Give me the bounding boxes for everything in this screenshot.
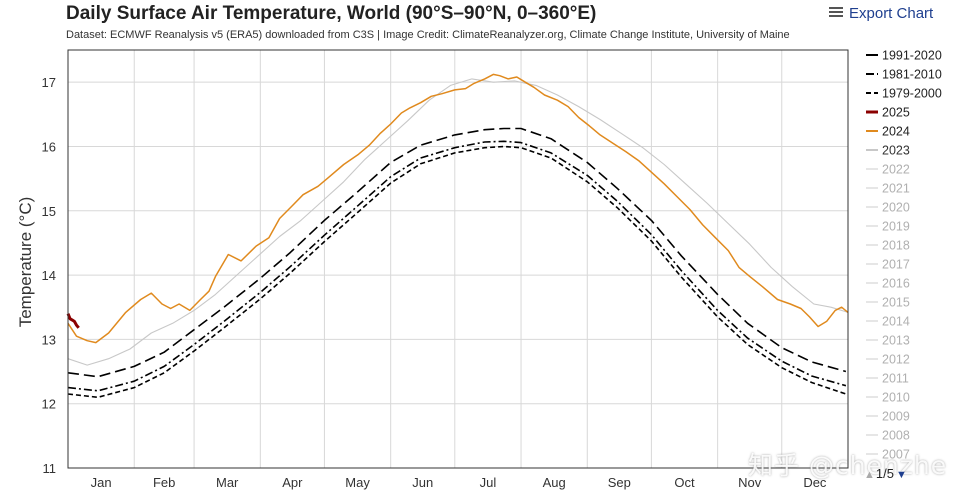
chart-title: Daily Surface Air Temperature, World (90… <box>66 3 597 24</box>
legend-label: 2018 <box>882 239 910 253</box>
legend-item-2009[interactable]: 2009 <box>866 410 910 424</box>
legend-label: 2014 <box>882 315 910 329</box>
legend-label: 2025 <box>882 106 910 120</box>
export-chart-button[interactable]: Export Chart <box>829 5 933 22</box>
legend-label: 2020 <box>882 201 910 215</box>
chart-subtitle: Dataset: ECMWF Reanalysis v5 (ERA5) down… <box>66 29 790 41</box>
x-tick-label: May <box>345 475 370 490</box>
legend-label: 2010 <box>882 391 910 405</box>
x-tick-label: Jul <box>480 475 497 490</box>
x-tick-label: Jan <box>91 475 112 490</box>
legend-item-1981-2010[interactable]: 1981-2010 <box>866 68 942 82</box>
x-tick-label: Mar <box>216 475 239 490</box>
x-tick-label: Aug <box>543 475 566 490</box>
series-line-1979-2000 <box>67 145 847 399</box>
legend-item-2024[interactable]: 2024 <box>866 125 910 139</box>
legend-item-2018[interactable]: 2018 <box>866 239 910 253</box>
plot-frame <box>67 49 849 469</box>
y-tick-label: 13 <box>42 332 56 347</box>
legend-item-2023[interactable]: 2023 <box>866 144 910 158</box>
series-line-2024 <box>67 73 849 344</box>
y-tick-label: 16 <box>42 139 56 154</box>
legend-label: 2008 <box>882 429 910 443</box>
series-line-2023 <box>67 78 849 366</box>
legend-label: 2016 <box>882 277 910 291</box>
legend-item-2019[interactable]: 2019 <box>866 220 910 234</box>
pager-text: 1/5 <box>875 466 894 481</box>
y-tick-label: 17 <box>42 75 56 90</box>
x-tick-label: Oct <box>674 475 695 490</box>
legend-label: 2015 <box>882 296 910 310</box>
legend-label: 2017 <box>882 258 910 272</box>
x-tick-label: Sep <box>608 475 631 490</box>
legend-pager[interactable]: ▲1/5 ▼ <box>864 466 907 481</box>
legend-label: 2013 <box>882 334 910 348</box>
legend-label: 2019 <box>882 220 910 234</box>
legend-item-2015[interactable]: 2015 <box>866 296 910 310</box>
legend-item-2025[interactable]: 2025 <box>866 106 910 120</box>
series-line-1981-2010 <box>67 140 847 392</box>
legend-label: 2012 <box>882 353 910 367</box>
legend-item-2017[interactable]: 2017 <box>866 258 910 272</box>
y-tick-label: 12 <box>42 397 56 412</box>
x-tick-label: Dec <box>803 475 827 490</box>
triangle-up-icon[interactable]: ▲ <box>864 469 875 481</box>
legend-label: 1991-2020 <box>882 49 942 63</box>
series-line-2025 <box>66 313 80 329</box>
y-tick-label: 14 <box>42 268 56 283</box>
series-line-1991-2020 <box>67 127 847 378</box>
x-tick-label: Apr <box>282 475 303 490</box>
export-chart-label: Export Chart <box>849 5 934 22</box>
watermark: 知乎 @chenzhe <box>748 451 948 480</box>
legend-item-2008[interactable]: 2008 <box>866 429 910 443</box>
legend-item-1979-2000[interactable]: 1979-2000 <box>866 87 942 101</box>
legend-label: 2011 <box>882 372 909 386</box>
axes: 11 12 13 14 15 16 17 Jan Feb Mar Apr May Jun Jul Aug Se… <box>42 49 849 490</box>
legend-item-2010[interactable]: 2010 <box>866 391 910 405</box>
y-axis-title: Temperature (°C) <box>16 197 35 328</box>
legend-item-2021[interactable]: 2021 <box>866 182 910 196</box>
y-tick-label: 15 <box>42 204 56 219</box>
legend-label: 1981-2010 <box>882 68 942 82</box>
grid <box>67 50 849 469</box>
legend-label: 2021 <box>882 182 910 196</box>
legend-label: 2007 <box>882 448 910 462</box>
legend-label: 2023 <box>882 144 910 158</box>
series-lines <box>66 73 849 399</box>
legend-item-2016[interactable]: 2016 <box>866 277 910 291</box>
triangle-down-icon[interactable]: ▼ <box>895 469 907 481</box>
x-tick-label: Nov <box>738 475 762 490</box>
x-tick-label: Jun <box>412 475 433 490</box>
legend-item-2014[interactable]: 2014 <box>866 315 910 329</box>
legend-label: 1979-2000 <box>882 87 942 101</box>
menu-icon <box>829 5 843 19</box>
x-tick-label: Feb <box>153 475 175 490</box>
legend-item-2013[interactable]: 2013 <box>866 334 910 348</box>
legend-item-2022[interactable]: 2022 <box>866 163 910 177</box>
legend-item-2011[interactable]: 2011 <box>866 372 909 386</box>
legend-label: 2024 <box>882 125 910 139</box>
legend[interactable]: 1991-2020 1981-2010 1979-2000 2025 2024 2023 2… <box>866 49 942 462</box>
legend-item-2020[interactable]: 2020 <box>866 201 910 215</box>
legend-item-1991-2020[interactable]: 1991-2020 <box>866 49 942 63</box>
y-tick-label: 11 <box>43 461 57 476</box>
legend-label: 2009 <box>882 410 910 424</box>
legend-label: 2022 <box>882 163 910 177</box>
legend-item-2012[interactable]: 2012 <box>866 353 910 367</box>
legend-item-2007[interactable]: 2007 <box>866 448 910 462</box>
